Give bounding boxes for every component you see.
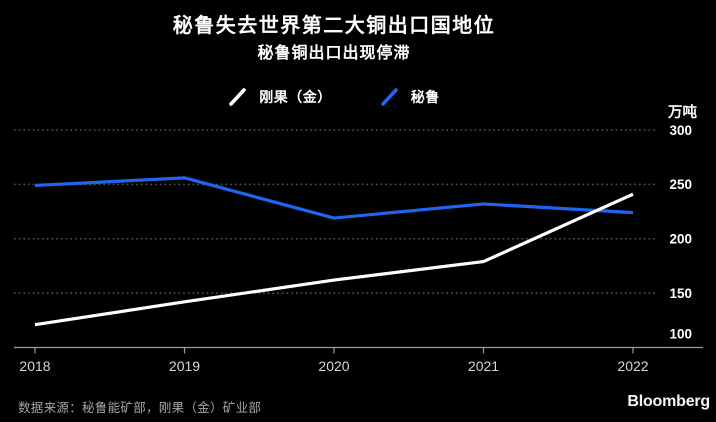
y-axis-tick-label-150: 150 — [669, 286, 692, 301]
legend-label-congo-drc: 刚果（金） — [259, 91, 332, 106]
y-axis-tick-label-200: 200 — [669, 232, 692, 247]
y-axis-unit-label: 万吨 — [668, 105, 697, 121]
y-axis-tick-label-250: 250 — [669, 177, 692, 192]
congo-drc-marker-stroke — [229, 88, 247, 106]
legend-label-peru: 秘鲁 — [410, 91, 440, 106]
legend: 刚果（金） 秘鲁 — [0, 87, 668, 107]
chart-header: 秘鲁失去世界第二大铜出口国地位 秘鲁铜出口出现停滞 — [0, 0, 668, 62]
chart-plot-area: 300 250 200 150 100 2018 2019 2020 2021 2022 — [14, 123, 703, 374]
x-axis-tick-label-2022: 2022 — [617, 358, 648, 374]
bloomberg-logo: Bloomberg — [627, 393, 710, 410]
chart-subtitle: 秘鲁铜出口出现停滞 — [257, 45, 411, 62]
y-axis-tick-label-300: 300 — [669, 123, 692, 138]
data-source-note: 数据来源：秘鲁能矿部，刚果（金）矿业部 — [18, 401, 262, 415]
peru-series-line — [34, 176, 634, 220]
line-series-marker-icon — [380, 88, 398, 106]
congo-drc-series-line — [34, 192, 634, 327]
x-axis-tick-label-2021: 2021 — [468, 358, 499, 374]
line-series-marker-icon — [229, 88, 247, 106]
x-axis-tick-label-2020: 2020 — [318, 358, 349, 374]
legend-item-congo-drc: 刚果（金） — [228, 87, 332, 107]
chart-title: 秘鲁失去世界第二大铜出口国地位 — [172, 15, 496, 37]
peru-marker-stroke — [380, 88, 398, 106]
legend-item-peru: 秘鲁 — [380, 87, 440, 107]
y-axis-tick-label-100: 100 — [669, 327, 692, 342]
x-axis-tick-label-2018: 2018 — [19, 358, 50, 374]
x-axis-tick-label-2019: 2019 — [169, 358, 200, 374]
